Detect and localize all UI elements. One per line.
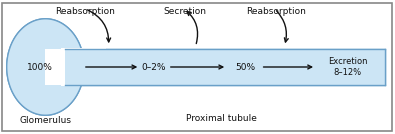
Text: Excretion
8–12%: Excretion 8–12% <box>328 57 367 77</box>
Bar <box>45 49 104 85</box>
FancyBboxPatch shape <box>2 3 392 131</box>
Text: Reabsorption: Reabsorption <box>246 7 307 16</box>
PathPatch shape <box>7 19 82 115</box>
Ellipse shape <box>7 19 84 115</box>
Bar <box>65 49 385 85</box>
Text: 0–2%: 0–2% <box>142 62 166 72</box>
Bar <box>69 49 385 85</box>
Text: 100%: 100% <box>27 62 53 72</box>
Bar <box>61 48 106 86</box>
Text: Secretion: Secretion <box>164 7 206 16</box>
Text: Glomerulus: Glomerulus <box>19 116 71 125</box>
Text: Proximal tubule: Proximal tubule <box>186 114 257 123</box>
Text: Reabsorption: Reabsorption <box>55 7 115 16</box>
Text: 50%: 50% <box>235 62 255 72</box>
